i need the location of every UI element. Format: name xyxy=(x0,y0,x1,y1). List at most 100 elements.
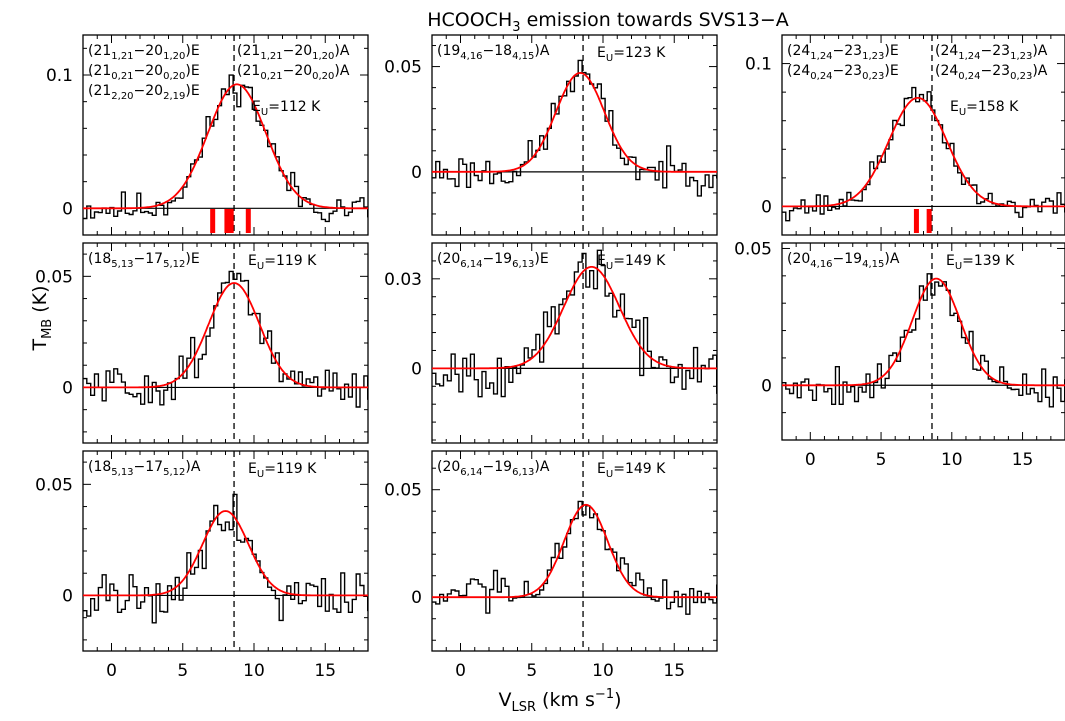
panel-frame xyxy=(781,242,1065,441)
label-part: )E xyxy=(185,83,199,99)
upper-energy-label: EU=112 K xyxy=(252,99,321,118)
label-part: (21 xyxy=(88,63,111,79)
label-subscript: 1,24 xyxy=(958,51,980,62)
spectrum-panel-p3: 00.1(241,24−231,23)E(240,24−230,23)E(241… xyxy=(745,34,1065,236)
label-part: −17 xyxy=(134,459,164,475)
spectrum-panel-p1: 00.1(211,21−201,20)E(210,21−200,20)E(212… xyxy=(46,34,369,236)
label-part: −19 xyxy=(483,251,513,267)
upper-energy-label: EU=158 K xyxy=(950,99,1019,118)
label-subscript: 0,24 xyxy=(958,71,980,82)
transition-marker xyxy=(245,209,251,233)
spectrum-panel-p5: 0 0.03 (206,14−196,13)E EU=149 K xyxy=(384,242,718,444)
x-tick-label: 0 xyxy=(106,661,117,681)
label-subscript: 0,24 xyxy=(810,71,832,82)
label-part: )E xyxy=(884,63,898,79)
transition-label: (204,16−194,15)A xyxy=(787,251,900,270)
x-tick-label: 15 xyxy=(1012,450,1034,470)
eu-value: =149 K xyxy=(613,461,666,477)
label-subscript: 2,19 xyxy=(163,91,185,102)
eu-letter: E xyxy=(950,99,959,115)
gaussian-fit-line xyxy=(432,503,717,599)
label-part: )A xyxy=(884,251,899,267)
x-tick-label: 5 xyxy=(876,450,887,470)
transition-label: (185,13−175,12)A xyxy=(88,459,201,478)
spectrum-panel-p7: 0 0.05 0 5 10 15 (185,13−175,12)A EU=119 K xyxy=(35,450,369,681)
gaussian-fit-line xyxy=(782,97,1065,208)
panel-frame xyxy=(82,242,369,444)
x-tick-label: 0 xyxy=(805,450,816,470)
label-subscript: 5,13 xyxy=(111,467,133,478)
spectrum-line xyxy=(432,249,717,398)
transition-label-right: (240,24−230,23)A xyxy=(935,63,1048,82)
label-part: (20 xyxy=(437,251,460,267)
label-subscript: 0,20 xyxy=(312,71,334,82)
eu-letter: E xyxy=(248,253,257,269)
label-subscript: 1,23 xyxy=(1010,51,1032,62)
label-subscript: 1,23 xyxy=(862,51,884,62)
label-subscript: 5,13 xyxy=(111,259,133,270)
spectrum-line xyxy=(83,270,368,408)
label-part: −23 xyxy=(981,43,1011,59)
transition-marker xyxy=(913,209,919,233)
transition-label: (206,14−196,13)E xyxy=(437,251,549,270)
gaussian-fit-line xyxy=(432,266,717,370)
label-part: )A xyxy=(1032,43,1047,59)
eu-subscript: U xyxy=(261,107,268,118)
label-part: −17 xyxy=(134,251,164,267)
eu-letter: E xyxy=(597,45,606,61)
spectrum-panel-p6: 0 0.05 0 5 10 15 (204,16−194,15)A EU=139 K xyxy=(734,239,1065,470)
eu-letter: E xyxy=(597,253,606,269)
label-subscript: 1,21 xyxy=(260,51,282,62)
eu-letter: E xyxy=(597,461,606,477)
label-subscript: 4,16 xyxy=(810,259,832,270)
upper-energy-label: EU=123 K xyxy=(597,45,666,64)
y-tick-label: 0.05 xyxy=(35,475,73,495)
panel-plot-area xyxy=(432,451,717,651)
label-part: −20 xyxy=(134,43,164,59)
label-part: (21 xyxy=(237,63,260,79)
label-part: (24 xyxy=(935,63,958,79)
transition-marker xyxy=(228,209,234,233)
eu-subscript: U xyxy=(606,53,613,64)
eu-subscript: U xyxy=(959,107,966,118)
label-subscript: 0,23 xyxy=(862,71,884,82)
transition-marker xyxy=(224,209,230,233)
y-tick-label: 0.1 xyxy=(745,55,772,75)
transition-label: (241,24−231,23)E xyxy=(787,43,899,62)
label-part: )E xyxy=(884,43,898,59)
label-part: (24 xyxy=(787,63,810,79)
spectrum-panel-p2: 0 0.05 (194,16−184,15)A EU=123 K xyxy=(384,34,718,236)
x-axis-label: VLSR (km s−1) xyxy=(498,687,621,715)
panel-plot-area xyxy=(83,35,368,235)
label-subscript: 6,13 xyxy=(512,259,534,270)
transition-label: (212,20−202,19)E xyxy=(88,83,200,102)
eu-subscript: U xyxy=(606,469,613,480)
y-tick-label: 0 xyxy=(411,588,422,608)
panel-frame xyxy=(431,34,718,236)
label-subscript: 4,15 xyxy=(862,259,884,270)
panel-plot-area xyxy=(432,243,717,443)
panel-plot-area xyxy=(83,451,368,651)
y-tick-label: 0 xyxy=(62,378,73,398)
label-part: (20 xyxy=(787,251,810,267)
label-part: (20 xyxy=(437,459,460,475)
transition-label: (240,24−230,23)E xyxy=(787,63,899,82)
label-part: )E xyxy=(185,43,199,59)
label-part: )A xyxy=(334,63,349,79)
gaussian-fit-line xyxy=(432,71,717,173)
y-tick-label: 0 xyxy=(761,376,772,396)
x-tick-label: 5 xyxy=(177,661,188,681)
x-tick-label: 15 xyxy=(663,661,685,681)
label-subscript: 5,12 xyxy=(163,467,185,478)
eu-subscript: U xyxy=(606,261,613,272)
transition-label: (206,14−196,13)A xyxy=(437,459,550,478)
spectrum-panel-p4: 0 0.05 (185,13−175,12)E EU=119 K xyxy=(35,242,369,444)
eu-value: =149 K xyxy=(613,253,666,269)
label-part: −23 xyxy=(981,63,1011,79)
x-tick-label: 15 xyxy=(314,661,336,681)
x-tick-label: 5 xyxy=(526,661,537,681)
label-part: (21 xyxy=(237,43,260,59)
panel-frame xyxy=(431,450,718,652)
label-part: )A xyxy=(534,459,549,475)
label-subscript: 6,14 xyxy=(460,467,482,478)
